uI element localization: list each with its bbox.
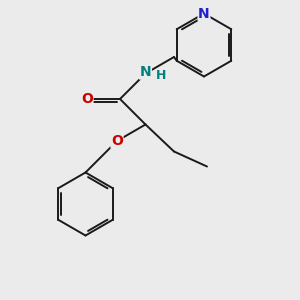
Text: H: H [156,69,166,82]
Text: N: N [140,65,151,79]
Text: O: O [81,92,93,106]
Text: N: N [198,7,210,20]
Text: O: O [111,134,123,148]
